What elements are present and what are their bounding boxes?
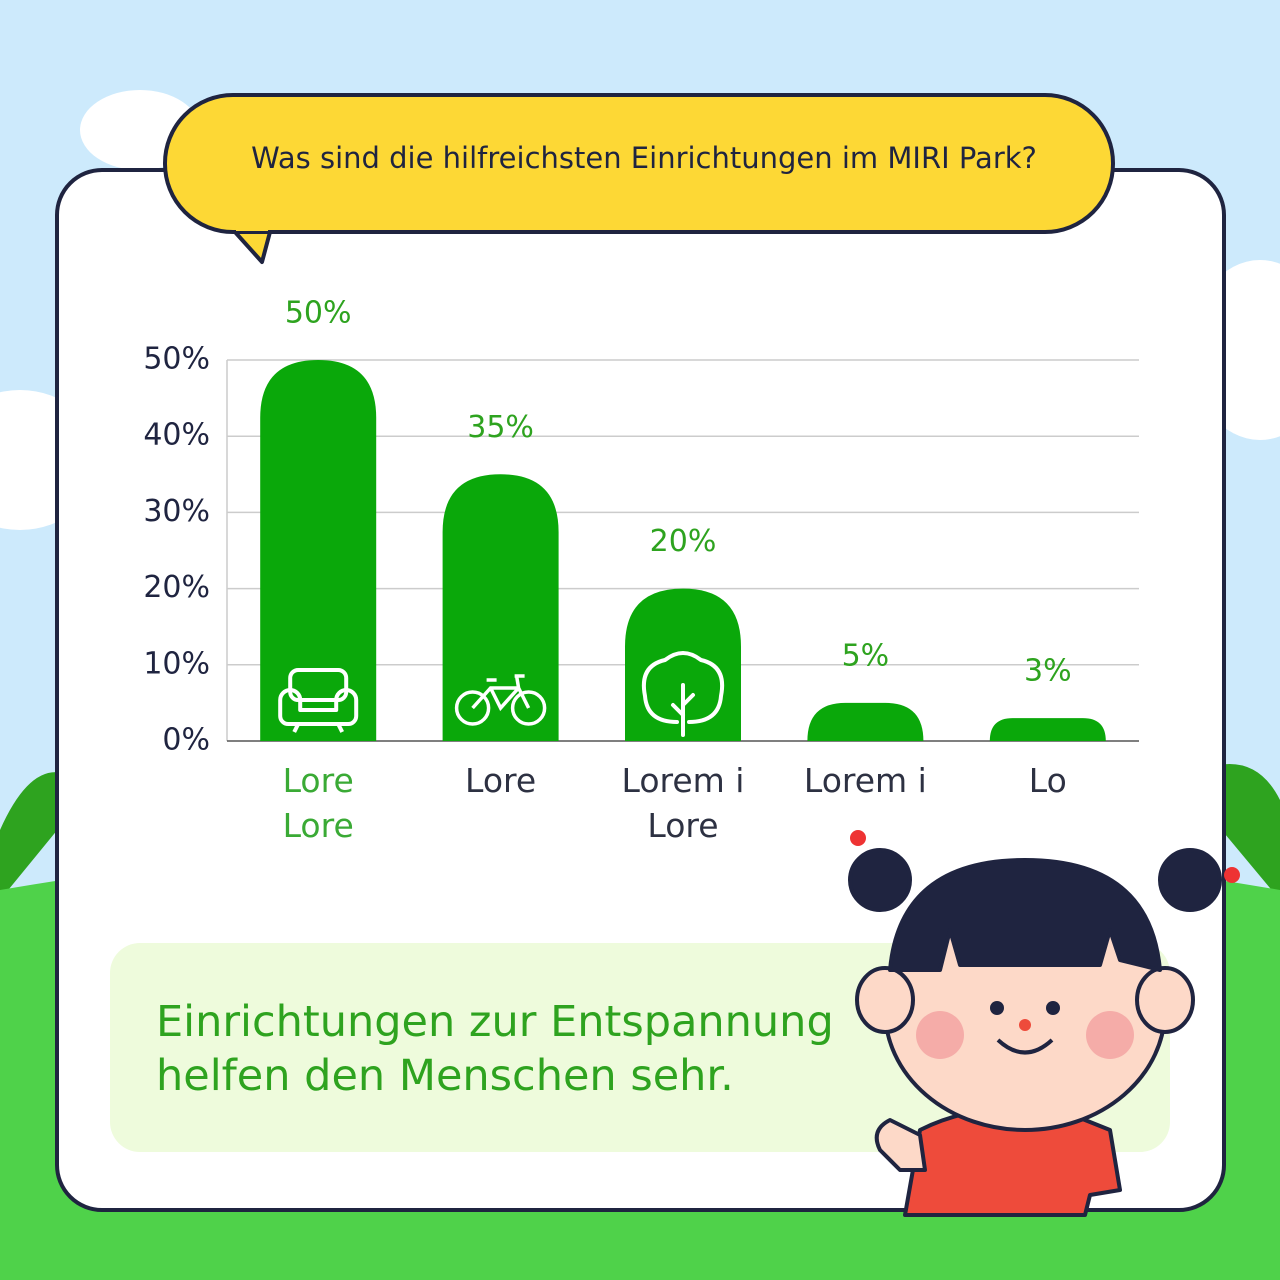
x-tick-label: Lore Lore <box>282 761 354 845</box>
value-label: 35% <box>467 410 534 445</box>
bar <box>625 588 741 741</box>
value-label: 20% <box>650 524 717 559</box>
speech-bubble <box>163 93 1115 234</box>
x-tick-label: Lo <box>1028 761 1067 800</box>
bar-icon <box>454 674 547 726</box>
x-tick-label: Lore <box>465 761 537 800</box>
y-tick-label: 50% <box>143 342 210 377</box>
chart-title: Was sind die hilfreichsten Einrichtungen… <box>251 141 1037 175</box>
caption: Einrichtungen zur Entspannung helfen den… <box>156 997 834 1101</box>
y-tick-label: 20% <box>143 570 210 605</box>
x-tick-label: Lorem i Lore <box>621 761 745 845</box>
x-tick-label: Lorem i <box>803 761 927 800</box>
bar-icon <box>278 668 359 733</box>
y-tick-label: 0% <box>162 723 210 758</box>
y-tick-label: 40% <box>143 418 210 453</box>
y-tick-label: 30% <box>143 494 210 529</box>
value-label: 50% <box>285 296 352 331</box>
y-tick-label: 10% <box>143 646 210 681</box>
bar-icon <box>642 651 724 737</box>
value-label: 3% <box>1024 654 1072 689</box>
value-label: 5% <box>842 638 890 673</box>
bar <box>260 360 377 741</box>
bar <box>442 474 559 741</box>
bar <box>807 702 924 741</box>
bar <box>989 718 1106 741</box>
